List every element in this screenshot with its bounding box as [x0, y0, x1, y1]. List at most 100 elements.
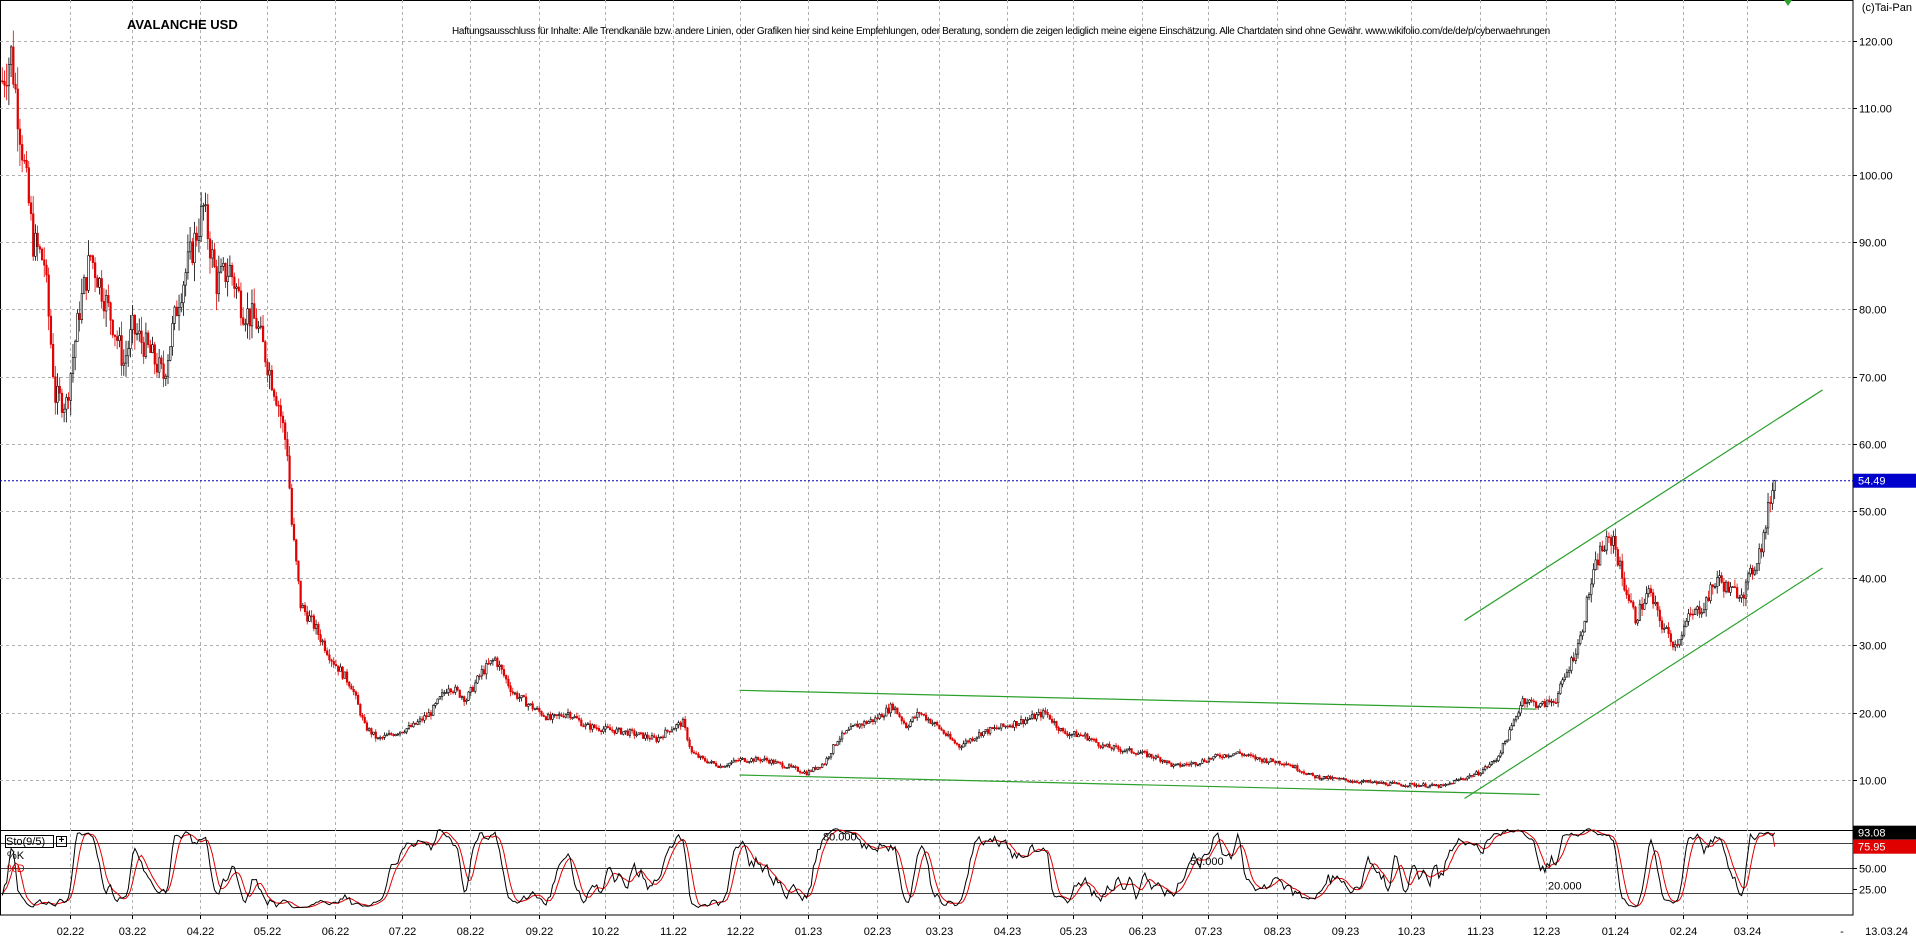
candle-body: [611, 729, 614, 732]
candle-body: [1587, 594, 1591, 598]
candle-body: [1629, 600, 1633, 603]
candle-body: [1656, 602, 1659, 611]
candle-body: [571, 717, 574, 719]
candle-body: [1515, 716, 1518, 721]
candle-body: [202, 205, 205, 207]
candle-body: [1126, 748, 1129, 752]
candle-body: [513, 692, 517, 695]
k-line: [1, 828, 1776, 909]
candle-body: [421, 718, 424, 721]
date-tick-label: 07.22: [389, 926, 417, 938]
candle-body: [1070, 733, 1074, 736]
candle-body: [7, 64, 11, 87]
candle-body: [111, 319, 114, 336]
candle-body: [1256, 757, 1259, 760]
candle-body: [728, 762, 731, 766]
candle-body: [1459, 778, 1462, 780]
candle-body: [319, 634, 322, 642]
candle-body: [1369, 780, 1372, 783]
candle-body: [1225, 754, 1228, 757]
candle-body: [1181, 765, 1184, 767]
candle-body: [60, 392, 64, 413]
candle-body: [1541, 701, 1544, 704]
candle-body: [538, 707, 541, 712]
candle-body: [63, 408, 66, 413]
candle-body: [345, 671, 349, 683]
candle-body: [1117, 746, 1120, 750]
candle-body: [606, 726, 609, 728]
candle-body: [193, 232, 196, 263]
candle-body: [858, 723, 861, 728]
signal-marker-icon: [1784, 0, 1792, 6]
candle-body: [882, 715, 886, 718]
candle-body: [1733, 586, 1737, 588]
candle-body: [1671, 641, 1675, 648]
indicator-expand-icon[interactable]: +: [56, 836, 67, 847]
candle-body: [257, 326, 260, 329]
osc-level-label: 80.000: [823, 831, 857, 843]
candle-body: [122, 362, 125, 366]
candle-body: [1769, 502, 1772, 504]
candle-body: [593, 724, 596, 729]
candle-body: [370, 728, 373, 735]
candle-body: [259, 325, 262, 328]
candle-body: [1179, 763, 1182, 767]
candle-body: [922, 713, 925, 716]
candle-body: [279, 405, 282, 417]
candle-body: [1554, 702, 1558, 704]
candle-body: [1011, 725, 1014, 728]
candle-body: [1667, 627, 1670, 635]
candle-body: [1099, 745, 1102, 748]
candle-body: [1395, 782, 1398, 785]
candle-body: [1355, 781, 1359, 783]
candle-body: [1338, 777, 1341, 780]
candle-body: [1008, 725, 1012, 728]
candle-body: [1269, 758, 1272, 763]
candle-body: [235, 286, 238, 289]
candle-body: [1, 80, 4, 83]
candle-body: [1283, 763, 1286, 766]
candle-body: [944, 733, 948, 736]
candle-body: [1324, 775, 1328, 779]
candle-body: [1638, 603, 1642, 621]
candle-body: [544, 716, 548, 720]
candle-body: [1119, 748, 1122, 752]
candle-body: [677, 722, 680, 726]
candle-body: [310, 615, 313, 618]
candle-body: [275, 396, 278, 406]
candle-body: [1683, 626, 1686, 636]
candle-body: [158, 357, 161, 373]
indicator-label-box[interactable]: [5, 835, 54, 848]
candle-body: [1506, 739, 1509, 742]
candle-body: [496, 657, 499, 667]
candle-body: [1557, 693, 1560, 704]
candle-body: [889, 703, 892, 714]
candle-body: [469, 686, 472, 693]
candle-body: [905, 722, 908, 729]
candle-body: [16, 88, 19, 130]
candle-body: [500, 664, 503, 670]
candle-body: [516, 692, 519, 699]
candle-body: [1298, 770, 1301, 772]
candle-body: [91, 255, 95, 263]
candle-body: [273, 389, 276, 397]
candle-body: [151, 344, 154, 353]
candle-body: [326, 650, 329, 656]
candle-body: [1718, 575, 1721, 579]
candle-body: [1596, 559, 1600, 566]
candle-body: [1360, 781, 1363, 784]
disclaimer-text: Haftungsausschluss für Inhalte: Alle Tre…: [452, 26, 1550, 37]
candle-body: [295, 539, 298, 562]
candle-body: [1490, 761, 1493, 765]
candle-body: [1353, 781, 1356, 783]
candle-body: [1678, 639, 1681, 646]
candle-body: [1453, 780, 1456, 785]
candle-body: [761, 759, 764, 762]
candle-body: [206, 204, 209, 240]
price-tick-label: 90.00: [1859, 238, 1887, 250]
current-price-label: 54.49: [1858, 476, 1886, 488]
candle-body: [1358, 781, 1361, 784]
candle-body: [414, 722, 417, 725]
candle-body: [1097, 742, 1100, 747]
candle-body: [1364, 780, 1367, 783]
